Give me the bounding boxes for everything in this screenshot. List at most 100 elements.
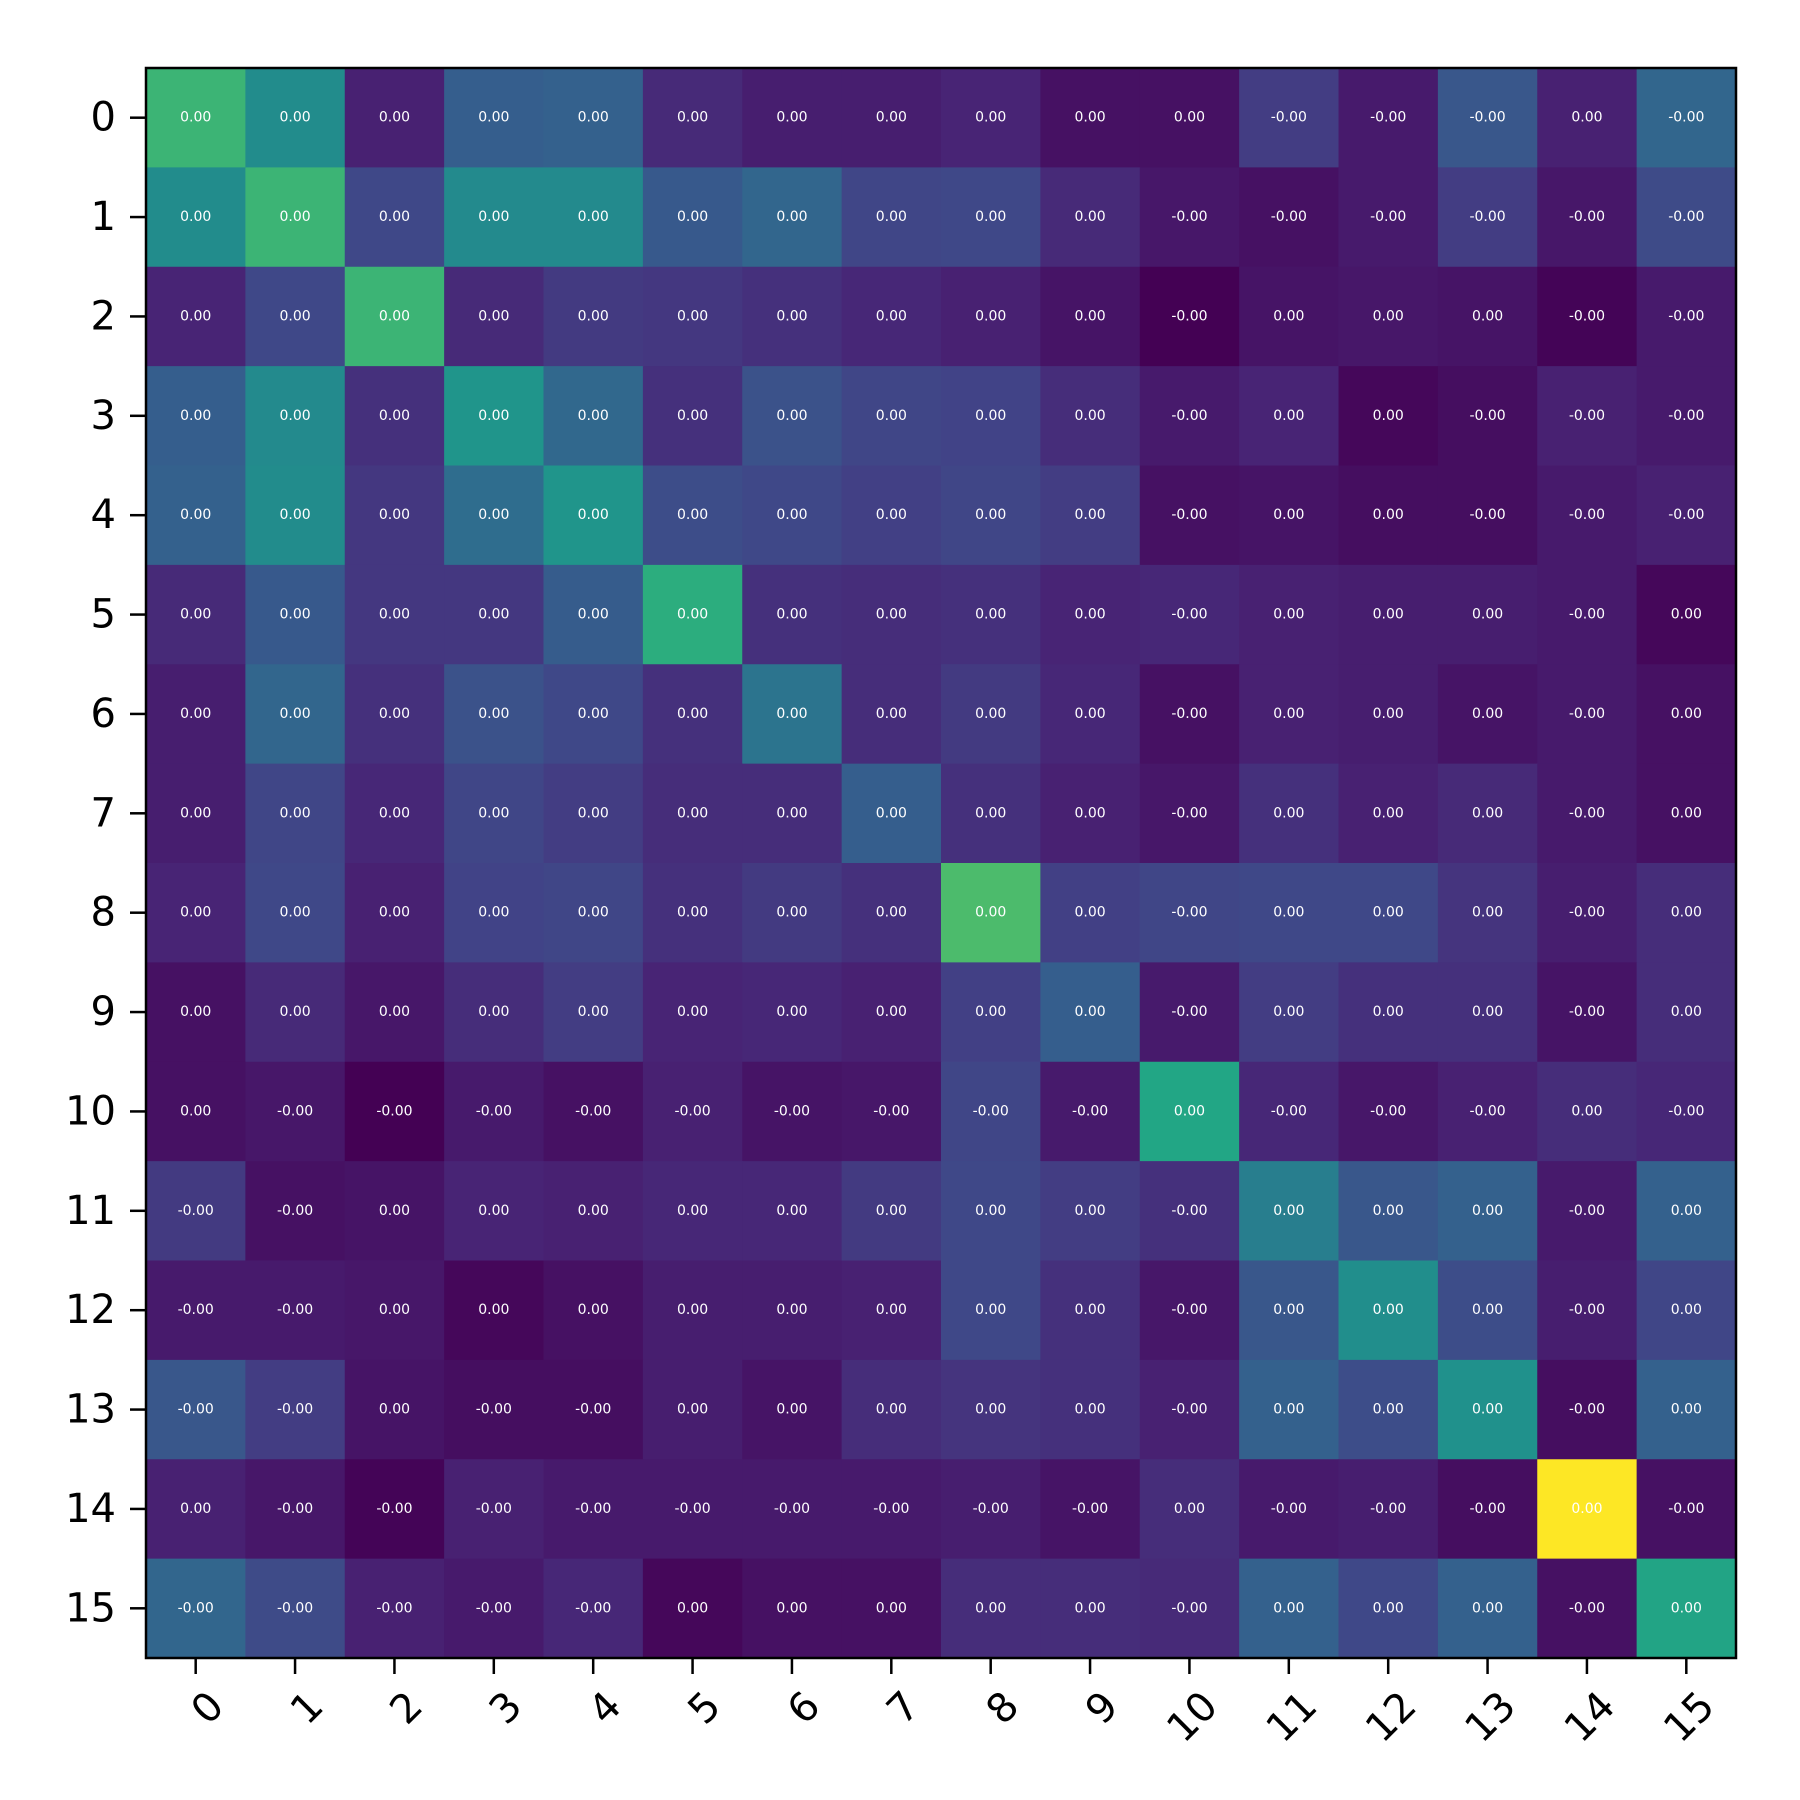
cell-value-label: 0.00 (180, 110, 211, 126)
heatmap-cell-r2-c1 (245, 266, 346, 367)
heatmap-cell-r1-c7 (841, 167, 942, 268)
heatmap-cell-r6-c12 (1338, 664, 1439, 765)
heatmap-cell-r5-c4 (543, 564, 644, 665)
cell-value-label: 0.00 (876, 507, 907, 523)
heatmap-cell-r8-c15 (1636, 863, 1737, 963)
cell-value-label: 0.00 (478, 607, 509, 623)
heatmap-cell-r3-c13 (1437, 366, 1538, 467)
heatmap-cell-r9-c11 (1239, 962, 1340, 1063)
heatmap-cell-r1-c0 (146, 167, 246, 268)
cell-value-label: 0.00 (478, 905, 509, 921)
heatmap-cell-r15-c5 (642, 1558, 743, 1659)
heatmap-cell-r10-c0 (146, 1061, 246, 1162)
heatmap-cell-r15-c2 (344, 1558, 445, 1659)
heatmap-cell-r3-c6 (742, 366, 843, 467)
cell-value-label: 0.00 (1671, 1004, 1702, 1020)
cell-value-label: 0.00 (876, 706, 907, 722)
heatmap-cell-r10-c7 (841, 1061, 942, 1162)
heatmap-cell-r12-c4 (543, 1260, 644, 1361)
cell-value-label: 0.00 (379, 607, 410, 623)
cell-value-label: 0.00 (1074, 1302, 1105, 1318)
heatmap-cell-r9-c10 (1139, 962, 1240, 1063)
heatmap-cell-r3-c10 (1139, 366, 1240, 467)
heatmap-cell-r7-c1 (245, 763, 346, 864)
cell-value-label: 0.00 (776, 1203, 807, 1219)
cell-value-label: 0.00 (1273, 905, 1304, 921)
cell-value-label: -0.00 (476, 1600, 512, 1616)
cell-value-label: 0.00 (1671, 706, 1702, 722)
cell-value-label: -0.00 (1072, 1103, 1108, 1119)
heatmap-cell-r12-c3 (444, 1260, 545, 1361)
cell-value-label: -0.00 (575, 1402, 611, 1418)
heatmap-cell-r11-c13 (1437, 1161, 1538, 1262)
cell-value-label: 0.00 (180, 408, 211, 424)
heatmap-cell-r0-c14 (1537, 68, 1638, 168)
cell-value-label: 0.00 (876, 805, 907, 821)
heatmap-cell-r6-c10 (1139, 664, 1240, 765)
cell-value-label: -0.00 (1569, 1203, 1605, 1219)
heatmap-cell-r1-c9 (1040, 167, 1141, 268)
cell-value-label: -0.00 (1469, 209, 1505, 225)
cell-value-label: 0.00 (1373, 1302, 1404, 1318)
cell-value-label: -0.00 (277, 1203, 313, 1219)
cell-value-label: 0.00 (1074, 507, 1105, 523)
cell-value-label: -0.00 (1271, 110, 1307, 126)
cell-value-label: -0.00 (575, 1501, 611, 1517)
heatmap-cell-r0-c10 (1139, 68, 1240, 168)
cell-value-label: 0.00 (1174, 1501, 1205, 1517)
heatmap-cell-r10-c2 (344, 1061, 445, 1162)
cell-value-label: 0.00 (180, 607, 211, 623)
cell-value-label: 0.00 (279, 805, 310, 821)
heatmap-cell-r5-c14 (1537, 564, 1638, 665)
heatmap-cell-r3-c9 (1040, 366, 1141, 467)
heatmap-cell-r5-c11 (1239, 564, 1340, 665)
y-tick-label: 0 (91, 95, 116, 141)
cell-value-label: -0.00 (1072, 1501, 1108, 1517)
cell-value-label: 0.00 (379, 1203, 410, 1219)
heatmap-cell-r2-c6 (742, 266, 843, 367)
cell-value-label: -0.00 (1668, 308, 1704, 324)
cell-value-label: 0.00 (578, 706, 609, 722)
heatmap-cell-r7-c6 (742, 763, 843, 864)
heatmap-cell-r14-c6 (742, 1459, 843, 1560)
heatmap-cell-r11-c3 (444, 1161, 545, 1262)
cell-value-label: 0.00 (975, 1402, 1006, 1418)
heatmap-cell-r0-c5 (642, 68, 743, 168)
heatmap-cell-r4-c7 (841, 465, 942, 566)
cell-value-label: -0.00 (873, 1501, 909, 1517)
cell-value-label: 0.00 (1074, 607, 1105, 623)
cell-value-label: 0.00 (776, 110, 807, 126)
cell-value-label: -0.00 (476, 1103, 512, 1119)
heatmap-cell-r15-c12 (1338, 1558, 1439, 1659)
heatmap-cell-r1-c13 (1437, 167, 1538, 268)
cell-value-label: 0.00 (1472, 1302, 1503, 1318)
cell-value-label: 0.00 (279, 607, 310, 623)
cell-value-label: -0.00 (1171, 408, 1207, 424)
cell-value-label: -0.00 (376, 1501, 412, 1517)
heatmap-cell-r2-c7 (841, 266, 942, 367)
cell-value-label: -0.00 (1370, 209, 1406, 225)
heatmap-cell-r12-c1 (245, 1260, 346, 1361)
heatmap-cell-r6-c2 (344, 664, 445, 765)
heatmap-cell-r5-c9 (1040, 564, 1141, 665)
cell-value-label: 0.00 (1671, 1302, 1702, 1318)
heatmap-cell-r9-c5 (642, 962, 743, 1063)
cell-value-label: 0.00 (677, 1004, 708, 1020)
y-tick-label: 10 (65, 1088, 116, 1134)
cell-value-label: 0.00 (677, 905, 708, 921)
cell-value-label: 0.00 (677, 1402, 708, 1418)
heatmap-cell-r14-c12 (1338, 1459, 1439, 1560)
heatmap-cell-r3-c14 (1537, 366, 1638, 467)
cell-value-label: 0.00 (677, 805, 708, 821)
cell-value-label: -0.00 (1171, 1402, 1207, 1418)
cell-value-label: 0.00 (379, 110, 410, 126)
heatmap-cell-r8-c14 (1537, 863, 1638, 963)
heatmap-cell-r7-c2 (344, 763, 445, 864)
cell-value-label: -0.00 (1569, 706, 1605, 722)
heatmap-cell-r11-c0 (146, 1161, 246, 1262)
heatmap-cell-r1-c15 (1636, 167, 1737, 268)
cell-value-label: 0.00 (776, 209, 807, 225)
heatmap-cell-r0-c13 (1437, 68, 1538, 168)
cell-value-label: 0.00 (876, 1203, 907, 1219)
